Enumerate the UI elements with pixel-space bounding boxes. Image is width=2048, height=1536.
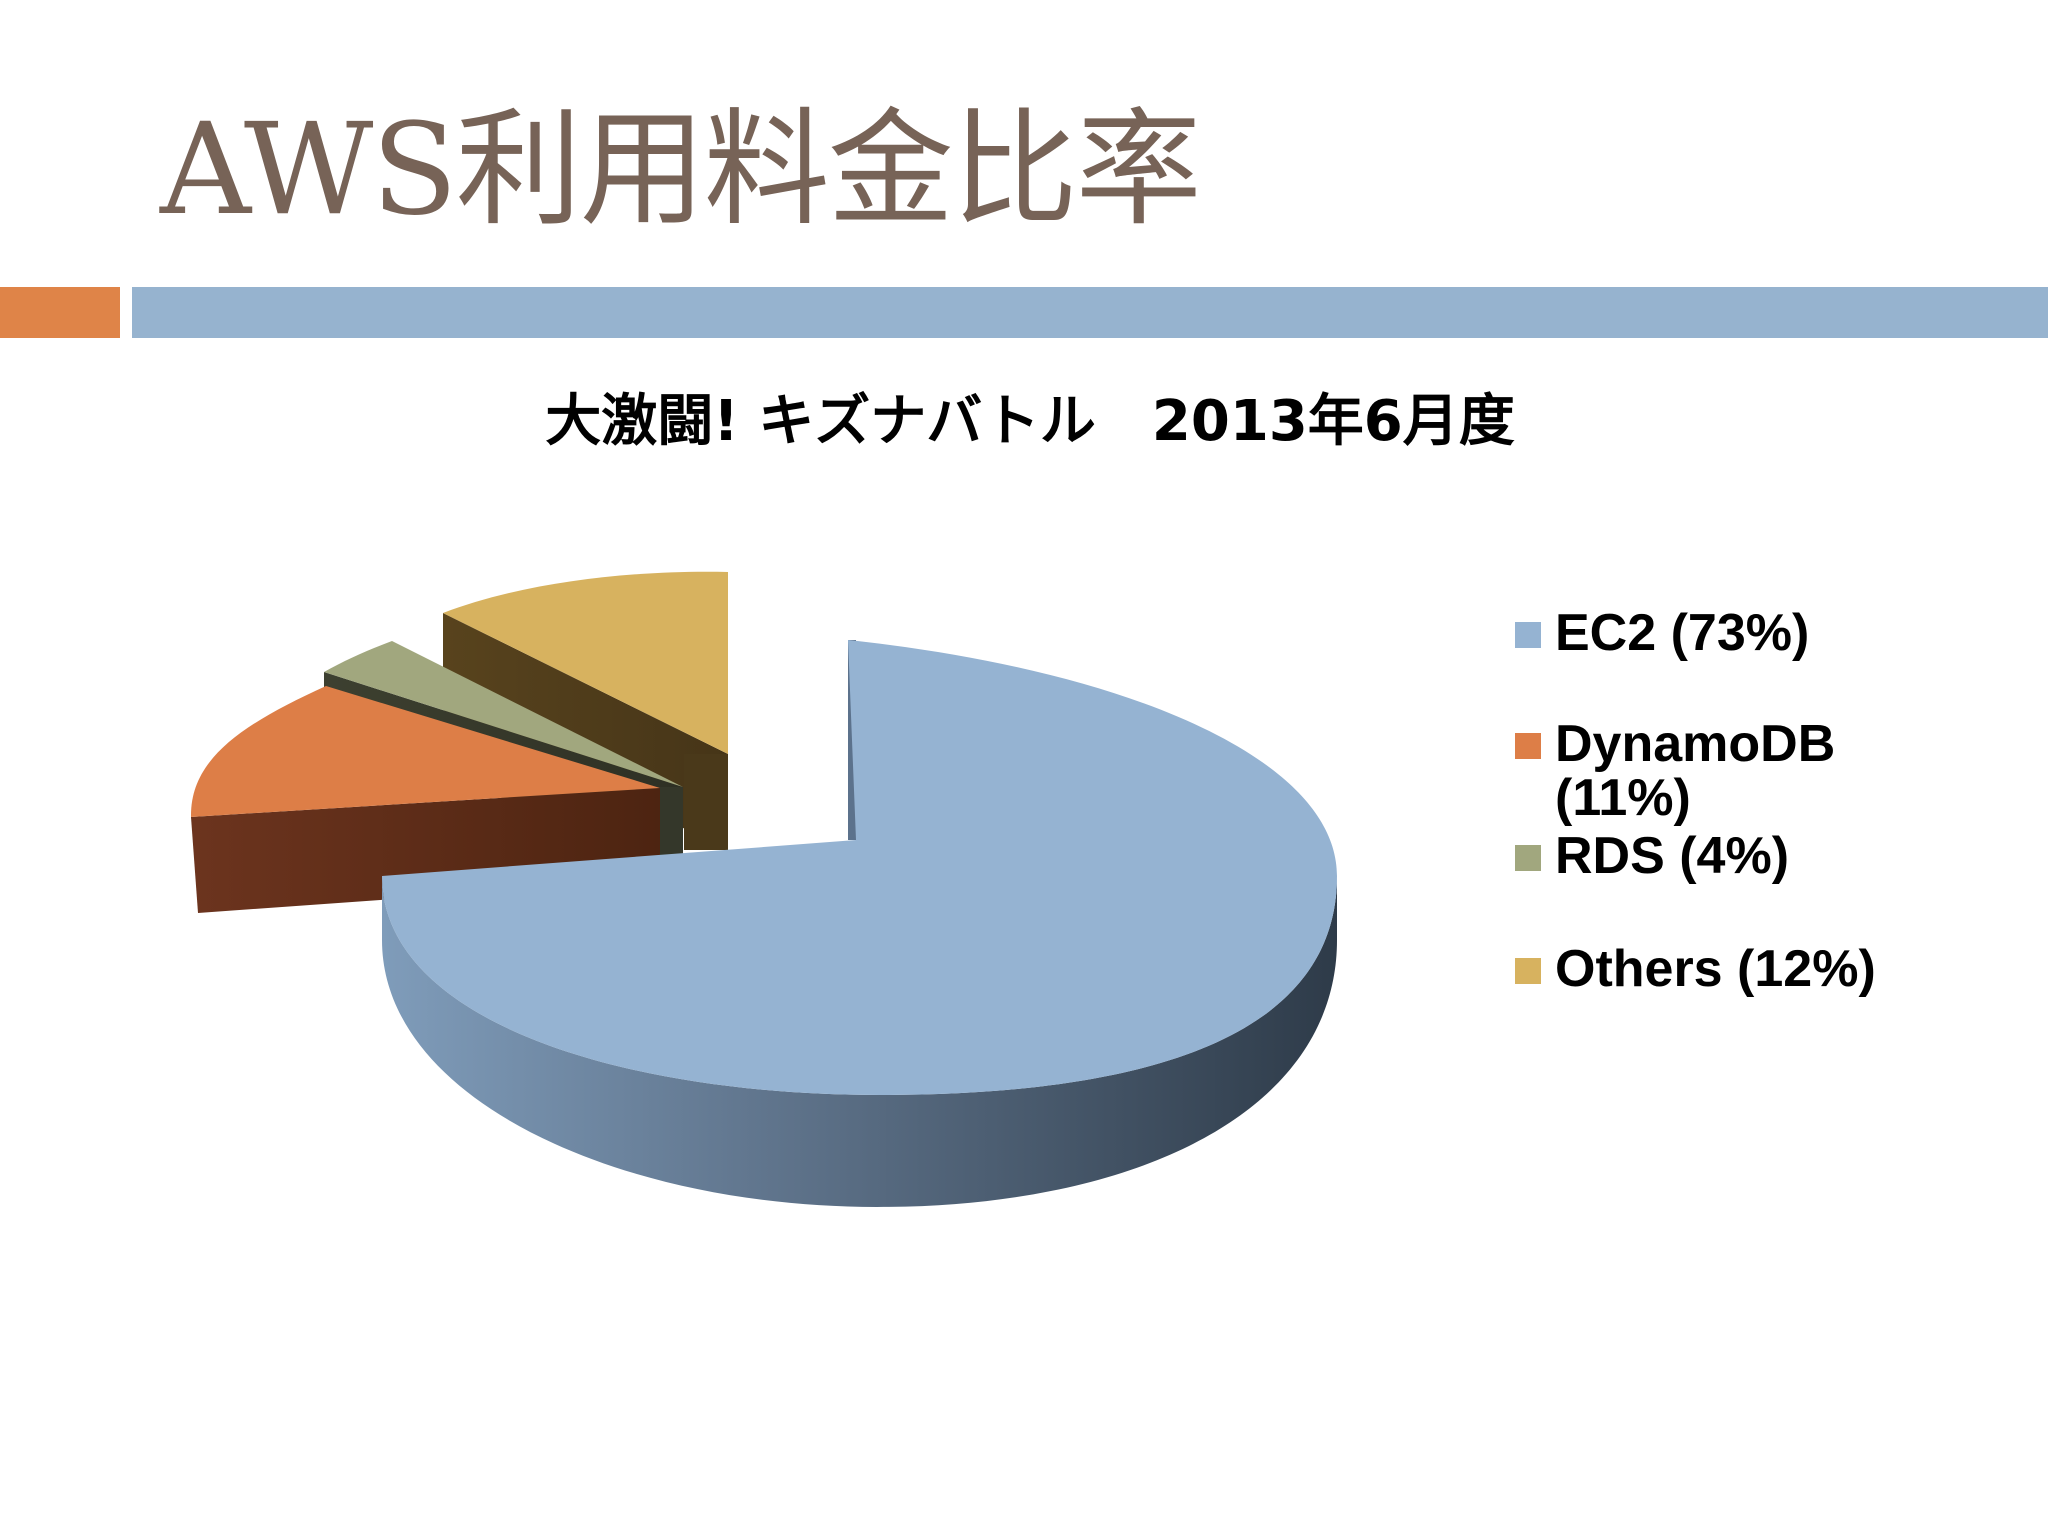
slice-others-inner-side	[684, 754, 728, 850]
pie-chart-area: 大激闘! キズナバトル 2013年6月度 EC2 (73%) DynamoDB	[0, 340, 2048, 1536]
legend-label-dynamodb-percent: (11%)	[1555, 769, 1691, 827]
chart-legend: EC2 (73%) DynamoDB (11%) RDS (4%) Others…	[1515, 604, 1876, 998]
pie-chart: 大激闘! キズナバトル 2013年6月度 EC2 (73%) DynamoDB	[190, 389, 1876, 1207]
title-accent-bar	[132, 287, 2048, 338]
slice-ec2-top	[382, 640, 1337, 1095]
legend-swatch-ec2	[1515, 622, 1541, 648]
slice-rds-inner-side	[660, 787, 683, 855]
legend-label-ec2: EC2 (73%)	[1555, 604, 1809, 662]
slice-ec2	[382, 640, 1337, 1207]
slide-title: AWS利用料金比率	[160, 96, 1202, 243]
legend-swatch-others	[1515, 958, 1541, 984]
legend-swatch-dynamodb	[1515, 733, 1541, 759]
slice-rds-top	[324, 641, 683, 787]
legend-label-rds: RDS (4%)	[1555, 827, 1789, 885]
slice-ec2-side	[382, 876, 1337, 1207]
legend-label-dynamodb: DynamoDB	[1555, 715, 1835, 773]
legend-swatch-rds	[1515, 845, 1541, 871]
chart-title: 大激闘! キズナバトル 2013年6月度	[545, 389, 1515, 454]
slice-others-top	[443, 571, 728, 754]
legend-label-others: Others (12%)	[1555, 940, 1876, 998]
title-accent-orange	[0, 287, 120, 338]
slice-dynamodb-top	[190, 686, 660, 817]
